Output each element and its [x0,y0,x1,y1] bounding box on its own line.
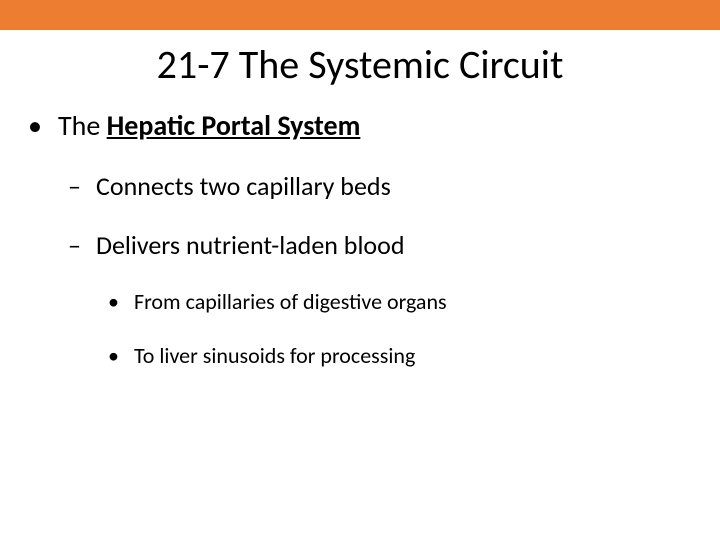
slide-body: • The Hepatic Portal System – Connects t… [0,107,720,370]
dash-bullet: – [68,169,96,204]
dash-bullet: – [68,228,96,263]
bullet-lvl2: – Delivers nutrient-laden blood [68,228,692,263]
bullet-lvl1-emph: Hepatic Portal System [107,108,361,143]
bullet-lvl1-prefix: The [58,108,107,143]
bullet-lvl3a-text: From capillaries of digestive organs [134,287,692,317]
accent-bar [0,0,720,30]
disc-bullet: • [108,341,134,371]
bullet-lvl3b-text: To liver sinusoids for processing [134,341,692,371]
bullet-lvl1-text: The Hepatic Portal System [58,107,692,145]
bullet-lvl2a-text: Connects two capillary beds [96,169,692,204]
disc-bullet: • [28,107,58,145]
bullet-lvl3: • To liver sinusoids for processing [108,341,692,371]
bullet-lvl2: – Connects two capillary beds [68,169,692,204]
slide-title: 21-7 The Systemic Circuit [0,40,720,89]
bullet-lvl1: • The Hepatic Portal System [28,107,692,145]
bullet-lvl2b-text: Delivers nutrient-laden blood [96,228,692,263]
bullet-lvl3: • From capillaries of digestive organs [108,287,692,317]
disc-bullet: • [108,287,134,317]
